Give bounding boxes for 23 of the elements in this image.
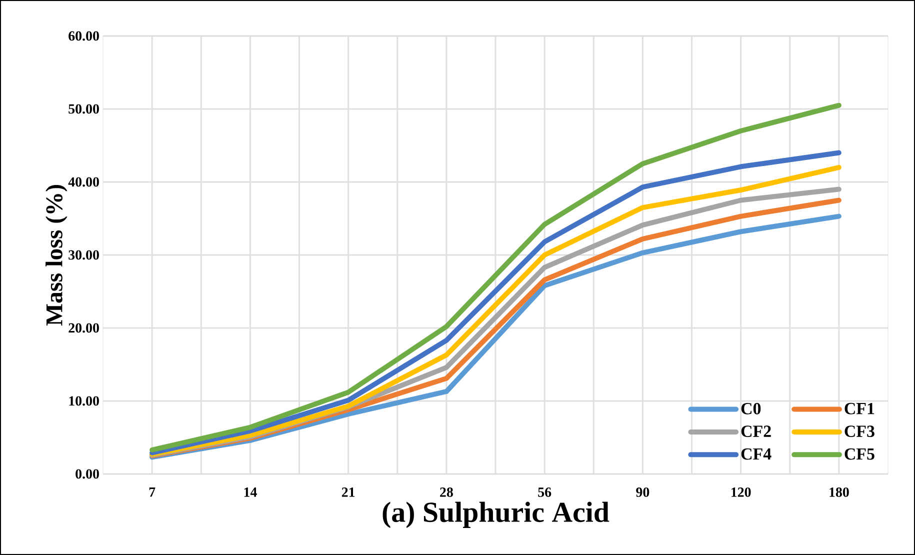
x-tick-label: 7	[149, 487, 156, 497]
y-tick-label: 50.00	[68, 104, 99, 114]
x-tick-label: 14	[244, 487, 257, 497]
x-tick-label: 28	[440, 488, 453, 497]
y-tick-label: 60.00	[68, 31, 99, 41]
y-tick-label: 0.00	[76, 469, 99, 479]
text: (a) Sulphuric Acid	[382, 502, 610, 528]
y-axis-title: Mass loss (%)	[46, 184, 68, 326]
x-tick-label: 56	[538, 488, 552, 497]
x-tick-label: 90	[636, 488, 650, 497]
y-tick-label: 20.00	[68, 323, 99, 333]
x-tick-label: 120	[731, 488, 751, 497]
y-tick-label: 10.00	[69, 396, 99, 406]
legend-label: CF5	[844, 448, 874, 460]
legend-label: CF2	[741, 426, 771, 438]
legend-label: CF1	[844, 402, 874, 414]
legend-label: CF3	[844, 426, 874, 438]
y-tick-label: 30.00	[68, 250, 99, 260]
legend-label: CF4	[741, 448, 772, 460]
legend-label: C0	[741, 402, 761, 414]
x-tick-label: 180	[830, 488, 849, 497]
y-tick-label: 40.00	[68, 177, 99, 187]
x-tick-label: 21	[342, 488, 355, 497]
